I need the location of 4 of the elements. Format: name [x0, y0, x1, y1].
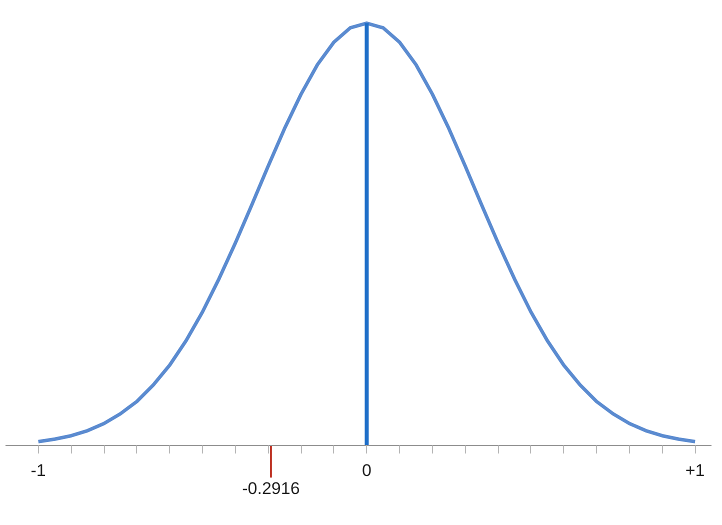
x-tick-label: -1: [30, 460, 46, 480]
x-tick-label: 0: [362, 460, 372, 480]
x-tick-label: +1: [685, 460, 705, 480]
ref-line-label: -0.2916: [242, 478, 300, 498]
